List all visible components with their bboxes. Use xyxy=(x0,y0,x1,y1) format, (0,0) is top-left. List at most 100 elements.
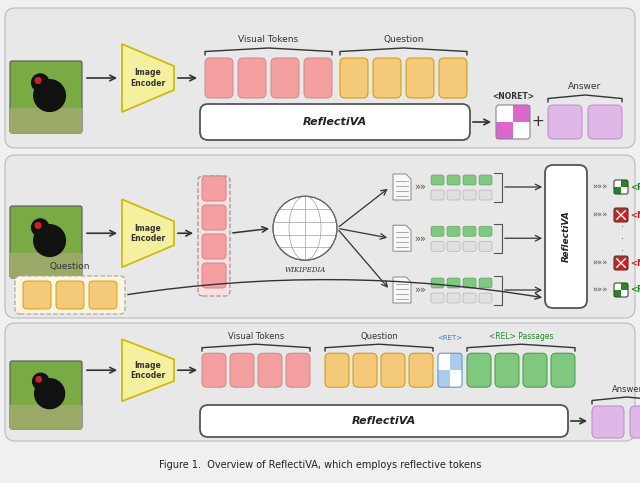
Text: Answer: Answer xyxy=(611,385,640,394)
FancyBboxPatch shape xyxy=(23,281,51,309)
Bar xyxy=(621,290,628,297)
Text: +: + xyxy=(532,114,545,129)
Bar xyxy=(450,370,462,387)
FancyBboxPatch shape xyxy=(463,278,476,288)
Circle shape xyxy=(33,373,49,390)
Text: »»»: »»» xyxy=(592,285,607,295)
FancyBboxPatch shape xyxy=(588,105,622,139)
FancyBboxPatch shape xyxy=(230,353,254,387)
FancyBboxPatch shape xyxy=(15,276,125,314)
Circle shape xyxy=(35,379,65,409)
Text: Question: Question xyxy=(360,332,398,341)
FancyBboxPatch shape xyxy=(431,293,444,303)
Bar xyxy=(10,405,82,429)
Bar xyxy=(614,180,621,187)
Bar xyxy=(496,122,513,139)
Text: Image
Encoder: Image Encoder xyxy=(131,224,166,243)
Bar xyxy=(10,108,82,133)
Text: Answer: Answer xyxy=(568,82,602,91)
FancyBboxPatch shape xyxy=(479,226,492,236)
FancyBboxPatch shape xyxy=(205,58,233,98)
FancyBboxPatch shape xyxy=(202,176,226,201)
Text: ·
·
·: · · · xyxy=(621,222,623,256)
Circle shape xyxy=(35,78,41,84)
Circle shape xyxy=(31,74,49,91)
Bar xyxy=(614,208,628,222)
Polygon shape xyxy=(393,277,411,303)
Text: <NOREL>: <NOREL> xyxy=(630,211,640,219)
Circle shape xyxy=(34,80,65,112)
FancyBboxPatch shape xyxy=(479,278,492,288)
FancyBboxPatch shape xyxy=(479,175,492,185)
FancyBboxPatch shape xyxy=(304,58,332,98)
FancyBboxPatch shape xyxy=(325,353,349,387)
FancyBboxPatch shape xyxy=(551,353,575,387)
Bar xyxy=(10,253,82,278)
FancyBboxPatch shape xyxy=(200,104,470,140)
FancyBboxPatch shape xyxy=(463,241,476,251)
Text: Image
Encoder: Image Encoder xyxy=(131,68,166,88)
FancyBboxPatch shape xyxy=(10,61,82,133)
FancyBboxPatch shape xyxy=(10,206,82,278)
FancyBboxPatch shape xyxy=(406,58,434,98)
Circle shape xyxy=(273,196,337,260)
FancyBboxPatch shape xyxy=(5,323,635,441)
Circle shape xyxy=(35,223,41,228)
Bar xyxy=(614,187,621,194)
FancyBboxPatch shape xyxy=(479,293,492,303)
FancyBboxPatch shape xyxy=(431,241,444,251)
FancyBboxPatch shape xyxy=(200,405,568,437)
FancyBboxPatch shape xyxy=(545,165,587,308)
Circle shape xyxy=(36,377,42,382)
FancyBboxPatch shape xyxy=(447,175,460,185)
FancyBboxPatch shape xyxy=(5,155,635,318)
FancyBboxPatch shape xyxy=(447,278,460,288)
FancyBboxPatch shape xyxy=(89,281,117,309)
FancyBboxPatch shape xyxy=(447,226,460,236)
FancyBboxPatch shape xyxy=(630,406,640,438)
FancyBboxPatch shape xyxy=(286,353,310,387)
FancyBboxPatch shape xyxy=(373,58,401,98)
FancyBboxPatch shape xyxy=(409,353,433,387)
FancyBboxPatch shape xyxy=(431,175,444,185)
Bar xyxy=(513,105,530,122)
Bar xyxy=(614,256,628,270)
FancyBboxPatch shape xyxy=(463,226,476,236)
Bar xyxy=(450,353,462,370)
Bar xyxy=(496,105,513,122)
Text: Question: Question xyxy=(50,262,90,271)
FancyBboxPatch shape xyxy=(467,353,491,387)
FancyBboxPatch shape xyxy=(479,190,492,200)
FancyBboxPatch shape xyxy=(463,293,476,303)
FancyBboxPatch shape xyxy=(592,406,624,438)
Circle shape xyxy=(34,225,65,256)
Text: »»»: »»» xyxy=(592,183,607,191)
Text: »»: »» xyxy=(414,182,426,192)
FancyBboxPatch shape xyxy=(548,105,582,139)
Text: ReflectiVA: ReflectiVA xyxy=(303,117,367,127)
Text: ReflectiVA: ReflectiVA xyxy=(352,416,416,426)
FancyBboxPatch shape xyxy=(5,8,635,148)
Polygon shape xyxy=(122,339,174,401)
Bar xyxy=(614,290,621,297)
FancyBboxPatch shape xyxy=(479,241,492,251)
Bar xyxy=(621,283,628,290)
FancyBboxPatch shape xyxy=(198,176,230,296)
Text: Visual Tokens: Visual Tokens xyxy=(239,35,299,44)
Polygon shape xyxy=(122,199,174,267)
Text: Image
Encoder: Image Encoder xyxy=(131,360,166,380)
Text: Figure 1.  Overview of ReflectiVA, which employs reflective tokens: Figure 1. Overview of ReflectiVA, which … xyxy=(159,460,481,470)
Polygon shape xyxy=(122,44,174,112)
Polygon shape xyxy=(393,225,411,251)
FancyBboxPatch shape xyxy=(523,353,547,387)
Polygon shape xyxy=(393,174,411,200)
Text: WIKIPEDIA: WIKIPEDIA xyxy=(284,266,326,274)
FancyBboxPatch shape xyxy=(202,263,226,288)
FancyBboxPatch shape xyxy=(431,190,444,200)
Bar xyxy=(621,180,628,187)
Bar xyxy=(438,353,450,370)
FancyBboxPatch shape xyxy=(447,241,460,251)
Text: »»: »» xyxy=(414,285,426,295)
FancyBboxPatch shape xyxy=(202,353,226,387)
Text: <REL>: <REL> xyxy=(630,285,640,295)
